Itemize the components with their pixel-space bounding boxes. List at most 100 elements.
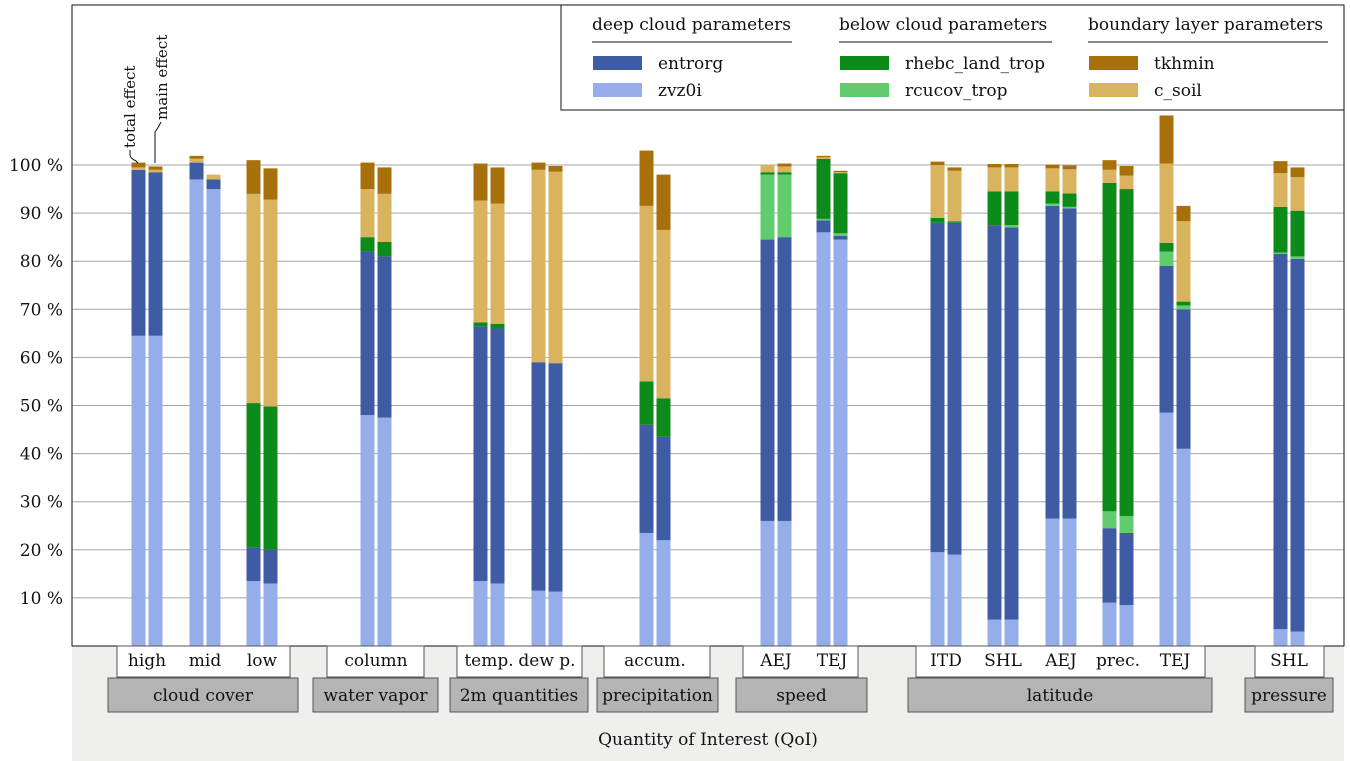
bar-segment-rhebc_land_trop [263, 406, 278, 550]
category-label: accum. [624, 651, 686, 671]
bar-segment-rhebc_land_trop [1176, 301, 1191, 306]
bar-segment-zvz0i [1159, 412, 1174, 646]
bar-segment-entrorg [987, 225, 1002, 620]
category-label: TEJ [1160, 651, 1191, 671]
bar-segment-entrorg [189, 162, 204, 180]
bar-segment-c_soil [760, 165, 775, 173]
bar-segment-rhebc_land_trop [947, 221, 962, 223]
group-label: water vapor [323, 686, 428, 706]
bar-segment-rhebc_land_trop [1045, 191, 1060, 204]
bar-segment-rcucov_trop [1273, 252, 1288, 254]
category-box [1254, 645, 1325, 678]
bar-segment-zvz0i [1290, 631, 1305, 646]
bar-segment-c_soil [833, 172, 848, 174]
legend-swatch-rcucov_trop [840, 83, 889, 97]
bar-segment-entrorg [548, 363, 563, 592]
bar-segment-c_soil [246, 193, 261, 404]
bar-segment-c_soil [1045, 168, 1060, 192]
legend-group-title: deep cloud parameters [592, 15, 791, 35]
bar-segment-tkhmin [263, 168, 278, 200]
category-box [116, 645, 291, 678]
group-box [312, 677, 439, 713]
bar-segment-c_soil [206, 174, 221, 180]
bar-segment-zvz0i [189, 179, 204, 646]
legend-swatch-rhebc_land_trop [840, 56, 889, 70]
bar-segment-zvz0i [639, 532, 654, 646]
bar-segment-c_soil [131, 167, 146, 170]
group-box [107, 677, 299, 713]
bar-segment-c_soil [531, 169, 546, 363]
legend-swatch-zvz0i [593, 83, 642, 97]
category-label: dew p. [518, 651, 575, 671]
category-label: mid [189, 651, 222, 671]
bar-segment-rhebc_land_trop [639, 381, 654, 425]
bar-segment-zvz0i [1102, 602, 1117, 646]
bar-segment-entrorg [947, 222, 962, 555]
category-box [326, 645, 425, 678]
bar-segment-tkhmin [1273, 161, 1288, 174]
legend-entry-label: zvz0i [658, 81, 702, 101]
bar-segment-zvz0i [360, 415, 375, 646]
legend-entry-label: c_soil [1154, 81, 1202, 101]
bar-segment-zvz0i [377, 417, 392, 646]
bar-segment-rhebc_land_trop [656, 398, 671, 437]
bar-segment-c_soil [777, 166, 792, 173]
bar-segment-entrorg [1062, 208, 1077, 519]
bars [131, 115, 1305, 647]
annotation-main-leader [154, 121, 162, 163]
bar-segment-tkhmin [548, 165, 563, 172]
bar-segment-zvz0i [490, 583, 505, 646]
bar-segment-zvz0i [1045, 518, 1060, 646]
bar-segment-rhebc_land_trop [1290, 210, 1305, 257]
bar-segment-entrorg [639, 424, 654, 533]
group-box [1244, 677, 1334, 713]
bar-segment-entrorg [206, 179, 221, 190]
bar-segment-rcucov_trop [1119, 516, 1134, 533]
bar-segment-c_soil [656, 229, 671, 399]
group-box [596, 677, 719, 713]
bar-segment-entrorg [816, 220, 831, 233]
bar-segment-zvz0i [987, 619, 1002, 646]
bar-segment-tkhmin [189, 155, 204, 159]
bar-segment-tkhmin [1176, 205, 1191, 222]
y-tick-label: 90 % [20, 204, 63, 224]
bar-segment-tkhmin [1119, 165, 1134, 176]
bar-segment-tkhmin [377, 167, 392, 194]
bar-segment-zvz0i [777, 520, 792, 646]
bar-segment-tkhmin [490, 167, 505, 204]
bar-segment-tkhmin [148, 166, 163, 170]
group-box [907, 677, 1213, 713]
category-label: SHL [984, 651, 1022, 671]
bar-segment-rhebc_land_trop [1273, 206, 1288, 253]
bar-segment-rcucov_trop [833, 233, 848, 236]
bar-segment-tkhmin [473, 163, 488, 201]
bar-segment-c_soil [1119, 175, 1134, 190]
bar-segment-rhebc_land_trop [777, 172, 792, 175]
legend-swatch-tkhmin [1089, 56, 1138, 70]
category-label: AEJ [759, 651, 792, 671]
bar-segment-rcucov_trop [1159, 251, 1174, 267]
y-tick-label: 50 % [20, 397, 63, 417]
y-tick-labels: 10 % 20 % 30 % 40 % 50 % 60 % 70 % 80 % 90 % 100 … [9, 156, 63, 609]
bar-segment-rcucov_trop [1290, 256, 1305, 259]
bar-segment-rcucov_trop [816, 218, 831, 221]
bar-segment-c_soil [490, 203, 505, 324]
bar-segment-tkhmin [131, 162, 146, 168]
bar-segment-zvz0i [531, 590, 546, 646]
bar-segment-entrorg [360, 251, 375, 416]
bar-segment-rhebc_land_trop [473, 322, 488, 327]
bar-segment-tkhmin [531, 162, 546, 170]
annotation-main-effect: main effect [153, 35, 171, 120]
group-label: precipitation [602, 686, 713, 706]
bar-segment-zvz0i [1176, 448, 1191, 646]
bar-segment-zvz0i [816, 232, 831, 646]
bar-segment-rhebc_land_trop [816, 158, 831, 219]
group-box [449, 677, 589, 713]
y-tick-label: 100 % [9, 156, 63, 176]
bar-segment-entrorg [1102, 528, 1117, 603]
bar-segment-entrorg [656, 436, 671, 541]
bar-segment-c_soil [360, 189, 375, 238]
legend-entry-label: entrorg [658, 54, 723, 74]
bar-segment-c_soil [930, 165, 945, 218]
